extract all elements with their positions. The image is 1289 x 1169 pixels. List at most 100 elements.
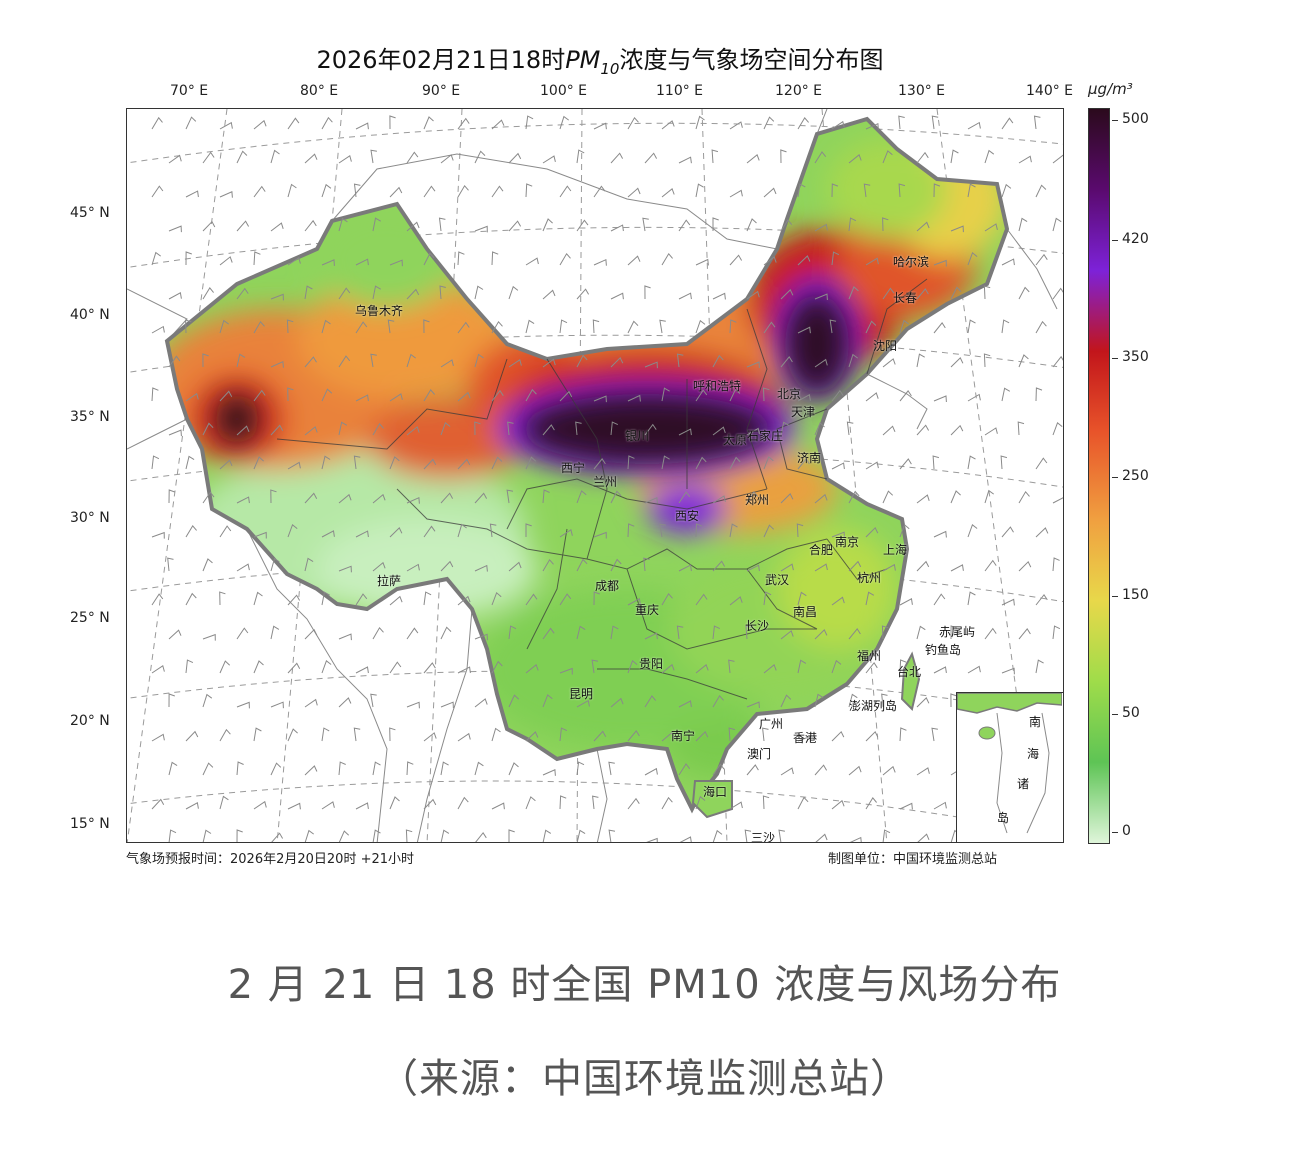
wind-barb (848, 286, 859, 300)
city-label: 呼和浩特 (693, 379, 742, 393)
wind-barb (712, 426, 726, 436)
wind-barb (542, 155, 556, 164)
wind-barb (559, 795, 567, 810)
producer-note: 制图单位：中国环境监测总站 (828, 852, 998, 867)
wind-barb (881, 693, 888, 708)
wind-barb (491, 251, 499, 266)
wind-barb (542, 289, 556, 300)
wind-barb (525, 319, 535, 334)
wind-barb (933, 666, 947, 674)
wind-barb (219, 390, 233, 402)
wind-barb (678, 428, 692, 436)
wind-barb (661, 663, 675, 674)
city-label: 西安 (675, 509, 700, 523)
wind-barb (1018, 155, 1032, 164)
wind-barb (474, 633, 488, 641)
wind-barb (831, 120, 845, 130)
wind-barb (695, 389, 708, 402)
wind-barb (321, 659, 332, 674)
wind-barb (168, 355, 181, 368)
inset-label: 南 (1029, 715, 1042, 729)
lon-tick-label: 130° E (898, 83, 946, 99)
wind-barb (559, 461, 573, 470)
wind-barb (882, 217, 889, 232)
wind-barb (389, 527, 403, 538)
wind-barb (627, 598, 641, 606)
city-label: 天津 (791, 405, 816, 419)
wind-barb (168, 429, 182, 437)
city-label: 成都 (595, 579, 620, 593)
wind-barb (797, 458, 810, 470)
city-label: 贵阳 (639, 657, 664, 671)
wind-barb (270, 424, 284, 436)
city-label: 昆明 (569, 687, 594, 701)
wind-barb (440, 560, 454, 572)
wind-barb (627, 255, 641, 266)
city-label: 哈尔滨 (893, 255, 930, 269)
wind-barb (780, 493, 794, 504)
wind-barb (848, 490, 860, 504)
wind-barb (1035, 457, 1048, 470)
wind-barb (967, 523, 978, 538)
colorbar-label: 0 (1122, 823, 1131, 839)
wind-barb (151, 593, 164, 606)
wind-barb (287, 387, 294, 402)
wind-barb (916, 625, 926, 640)
wind-barb (304, 557, 314, 572)
wind-barb (916, 151, 929, 164)
wind-barb (661, 187, 675, 198)
wind-barb (1052, 355, 1063, 368)
wind-barb (984, 559, 997, 572)
wind-barb (389, 661, 402, 674)
wind-barb (1018, 490, 1030, 504)
wind-barb (763, 187, 777, 198)
wind-barb (525, 257, 539, 266)
wind-barb (865, 526, 879, 538)
wind-barb (338, 493, 352, 504)
wind-barb (440, 154, 454, 164)
wind-barb (967, 183, 976, 198)
wind-barb (644, 361, 658, 369)
wind-barb (1052, 287, 1063, 300)
wind-barb (729, 523, 738, 538)
wind-barb (202, 633, 216, 641)
wind-barb (593, 395, 607, 403)
wind-barb (270, 489, 277, 504)
wind-barb (882, 425, 896, 436)
wind-barb (576, 699, 590, 708)
caption-source: （来源：中国环境监测总站） (378, 1056, 911, 1102)
wind-barb (508, 829, 515, 842)
wind-barb (236, 150, 248, 164)
wind-barb (729, 801, 743, 810)
wind-barb (814, 493, 828, 504)
wind-barb (321, 727, 330, 742)
colorbar-label: 350 (1122, 349, 1149, 365)
wind-barb (780, 630, 794, 640)
colorbar-label: 150 (1122, 587, 1149, 603)
wind-barb (321, 319, 331, 334)
wind-barb (1001, 526, 1014, 538)
wind-barb (525, 731, 539, 742)
wind-barb (814, 293, 828, 301)
wind-barb (729, 254, 743, 266)
wind-barb (882, 490, 894, 504)
city-label: 太原 (723, 433, 748, 447)
wind-barb (1018, 628, 1031, 640)
wind-barb (491, 456, 503, 470)
wind-barb (474, 698, 488, 708)
wind-barb (219, 728, 231, 742)
wind-barb (355, 394, 369, 402)
wind-barb (1001, 598, 1015, 606)
taiwan-island (900, 651, 921, 711)
wind-barb (1035, 659, 1044, 674)
wind-barb (151, 733, 165, 742)
wind-barb (525, 183, 533, 198)
wind-barb (610, 558, 622, 572)
wind-barb (287, 461, 301, 470)
wind-barb (593, 591, 600, 606)
wind-barb (389, 115, 396, 130)
wind-barb (576, 354, 588, 368)
wind-barb (372, 217, 381, 232)
wind-barb (797, 591, 807, 606)
wind-barb (984, 489, 994, 504)
